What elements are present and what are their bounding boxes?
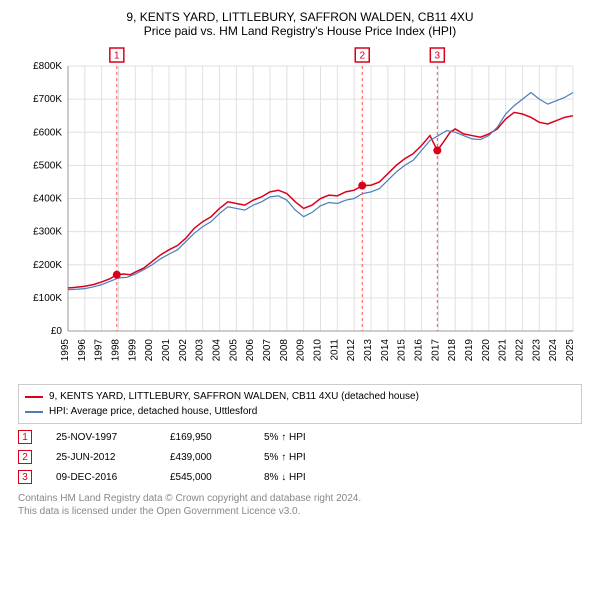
svg-text:1: 1 <box>114 51 120 62</box>
svg-text:2016: 2016 <box>414 339 425 362</box>
svg-text:2000: 2000 <box>144 339 155 362</box>
svg-text:2025: 2025 <box>565 339 576 362</box>
svg-text:£0: £0 <box>51 326 63 337</box>
event-delta: 5% ↑ HPI <box>264 452 306 463</box>
chart-container: £0 £100K £200K £300K £400K £500K £600K £700K £80… <box>18 46 590 376</box>
legend-swatch <box>25 411 43 413</box>
svg-text:2021: 2021 <box>498 339 509 362</box>
event-date: 25-JUN-2012 <box>56 452 146 463</box>
event-delta: 5% ↑ HPI <box>264 432 306 443</box>
svg-text:2005: 2005 <box>228 339 239 362</box>
svg-text:£700K: £700K <box>33 94 62 105</box>
title-line-2: Price paid vs. HM Land Registry's House … <box>10 24 590 38</box>
svg-text:1999: 1999 <box>127 339 138 362</box>
svg-text:2002: 2002 <box>178 339 189 362</box>
svg-text:£300K: £300K <box>33 227 62 238</box>
event-marker-box: 1 <box>18 430 32 444</box>
svg-text:2006: 2006 <box>245 339 256 362</box>
svg-text:2022: 2022 <box>515 339 526 362</box>
svg-text:1995: 1995 <box>60 339 71 362</box>
event-delta: 8% ↓ HPI <box>264 472 306 483</box>
svg-text:2003: 2003 <box>195 339 206 362</box>
svg-text:2011: 2011 <box>329 339 340 361</box>
svg-text:2023: 2023 <box>531 339 542 362</box>
svg-text:£400K: £400K <box>33 194 62 205</box>
event-row: 3 09-DEC-2016 £545,000 8% ↓ HPI <box>18 470 582 484</box>
legend: 9, KENTS YARD, LITTLEBURY, SAFFRON WALDE… <box>18 384 582 424</box>
event-marker-box: 2 <box>18 450 32 464</box>
svg-text:2009: 2009 <box>296 339 307 362</box>
svg-text:3: 3 <box>435 51 441 62</box>
footnote-line: Contains HM Land Registry data © Crown c… <box>18 492 582 505</box>
svg-text:1998: 1998 <box>111 339 122 362</box>
svg-text:£200K: £200K <box>33 260 62 271</box>
svg-text:2010: 2010 <box>313 339 324 362</box>
svg-text:1996: 1996 <box>77 339 88 362</box>
svg-text:2008: 2008 <box>279 339 290 362</box>
svg-text:2007: 2007 <box>262 339 273 362</box>
svg-text:£100K: £100K <box>33 293 62 304</box>
svg-text:£500K: £500K <box>33 160 62 171</box>
svg-text:2001: 2001 <box>161 339 172 362</box>
svg-text:£800K: £800K <box>33 61 62 72</box>
event-row: 2 25-JUN-2012 £439,000 5% ↑ HPI <box>18 450 582 464</box>
legend-swatch <box>25 396 43 398</box>
svg-text:2013: 2013 <box>363 339 374 362</box>
event-price: £169,950 <box>170 432 240 443</box>
title-block: 9, KENTS YARD, LITTLEBURY, SAFFRON WALDE… <box>10 10 590 38</box>
legend-label: 9, KENTS YARD, LITTLEBURY, SAFFRON WALDE… <box>49 389 419 404</box>
footnote-line: This data is licensed under the Open Gov… <box>18 505 582 518</box>
event-date: 09-DEC-2016 <box>56 472 146 483</box>
legend-label: HPI: Average price, detached house, Uttl… <box>49 404 257 419</box>
svg-text:2004: 2004 <box>212 339 223 362</box>
event-price: £439,000 <box>170 452 240 463</box>
event-marker-box: 3 <box>18 470 32 484</box>
svg-text:2014: 2014 <box>380 339 391 362</box>
legend-item-property: 9, KENTS YARD, LITTLEBURY, SAFFRON WALDE… <box>25 389 575 404</box>
footnote: Contains HM Land Registry data © Crown c… <box>18 492 582 518</box>
svg-text:£600K: £600K <box>33 127 62 138</box>
svg-text:2020: 2020 <box>481 339 492 362</box>
title-line-1: 9, KENTS YARD, LITTLEBURY, SAFFRON WALDE… <box>10 10 590 24</box>
event-date: 25-NOV-1997 <box>56 432 146 443</box>
svg-text:2024: 2024 <box>548 339 559 362</box>
event-row: 1 25-NOV-1997 £169,950 5% ↑ HPI <box>18 430 582 444</box>
svg-text:2: 2 <box>359 51 365 62</box>
svg-text:2012: 2012 <box>346 339 357 362</box>
svg-text:2017: 2017 <box>430 339 441 362</box>
line-chart: £0 £100K £200K £300K £400K £500K £600K £700K £80… <box>18 46 578 376</box>
svg-text:2019: 2019 <box>464 339 475 362</box>
svg-text:1997: 1997 <box>94 339 105 362</box>
svg-text:2015: 2015 <box>397 339 408 362</box>
legend-item-hpi: HPI: Average price, detached house, Uttl… <box>25 404 575 419</box>
event-table: 1 25-NOV-1997 £169,950 5% ↑ HPI 2 25-JUN-2012… <box>18 430 582 484</box>
svg-text:2018: 2018 <box>447 339 458 362</box>
event-price: £545,000 <box>170 472 240 483</box>
